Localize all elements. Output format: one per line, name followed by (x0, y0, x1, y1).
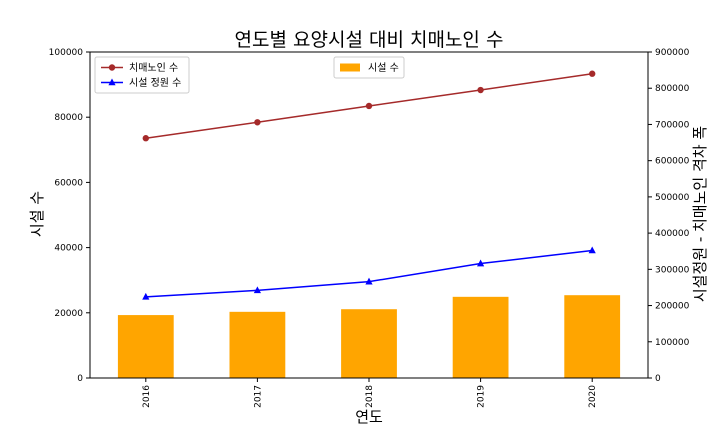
legend-label: 시설 수 (368, 62, 399, 74)
point-series-2-2019 (477, 259, 485, 267)
point-series-1-2020 (589, 70, 596, 77)
y-right-tick-label: 100000 (655, 338, 690, 348)
series-line-2 (145, 249, 593, 298)
legend-marker (108, 78, 116, 86)
legend-label: 치매노인 수 (129, 62, 178, 74)
x-tick-label: 2018 (365, 385, 375, 408)
y-left-tick-label: 0 (77, 374, 83, 384)
y-right-tick-label: 500000 (655, 193, 690, 203)
point-series-2-2017 (253, 286, 261, 294)
legend-box (333, 56, 405, 79)
point-series-1-2017 (254, 119, 261, 126)
x-tick-label: 2016 (142, 385, 152, 408)
bars-layer (117, 295, 621, 378)
y-left-tick-label: 60000 (54, 178, 83, 188)
legend-label: 시설 정원 수 (129, 77, 181, 89)
bar-2019 (452, 296, 509, 378)
y-right-tick-label: 200000 (655, 302, 690, 312)
point-series-2-2018 (365, 277, 373, 285)
x-tick-label: 2017 (253, 385, 263, 408)
y-right-tick-label: 900000 (655, 48, 690, 58)
bar-2018 (341, 309, 397, 378)
y-axis-left-title: 시설 수 (28, 191, 46, 237)
point-series-1-2016 (142, 135, 149, 142)
y-left-tick-label: 40000 (54, 244, 83, 254)
y-axis-right-title: 시설정원 - 치매노인 격차 폭 (691, 126, 709, 302)
x-axis-title: 연도 (355, 408, 383, 426)
point-series-1-2019 (477, 86, 484, 94)
legend-box (94, 56, 190, 94)
bar-2016 (117, 315, 174, 378)
point-series-2-2020 (588, 246, 596, 254)
y-right-tick-label: 600000 (655, 157, 690, 167)
x-tick-label: 2019 (477, 385, 487, 408)
y-left-tick-label: 100000 (49, 48, 84, 58)
bar-2017 (229, 311, 286, 378)
y-right-tick-label: 800000 (655, 84, 690, 94)
point-series-2-2016 (142, 292, 150, 300)
y-right-tick-label: 300000 (655, 265, 690, 275)
point-series-1-2018 (365, 102, 373, 110)
y-right-tick-label: 700000 (655, 120, 690, 130)
chart-title: 연도별 요양시설 대비 치매노인 수 (235, 29, 504, 51)
legend-swatch (340, 63, 360, 72)
y-right-tick-label: 400000 (655, 229, 690, 239)
axes-layer: 0 20000 40000 60000 80000 100000 0 100000 200000… (49, 48, 690, 408)
lines-layer (142, 70, 596, 300)
x-tick-label: 2020 (588, 385, 598, 408)
legend-marker (108, 64, 116, 71)
y-left-tick-label: 20000 (54, 309, 83, 319)
bar-2020 (564, 295, 621, 378)
y-right-tick-label: 0 (655, 374, 661, 384)
legend-layer: 치매노인 수시설 정원 수 시설 수 (94, 56, 405, 94)
y-left-tick-label: 80000 (54, 113, 83, 123)
